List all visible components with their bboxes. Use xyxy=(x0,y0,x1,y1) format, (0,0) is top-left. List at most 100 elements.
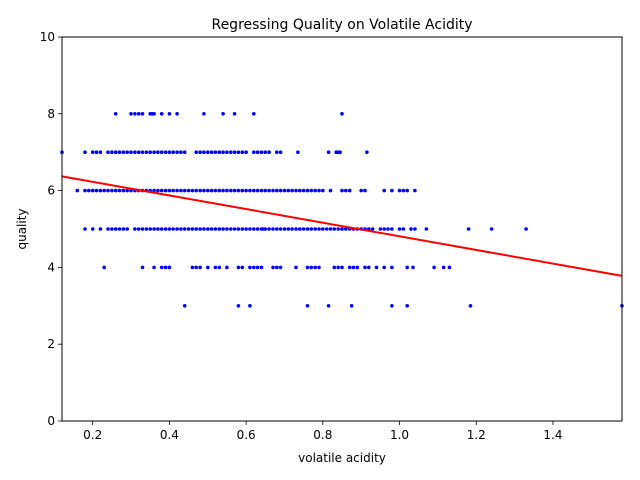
data-point-q7-41 xyxy=(255,150,260,154)
y-axis: 0 2 4 6 8 10 xyxy=(40,30,62,428)
data-point-q4-22 xyxy=(294,265,298,270)
data-point-q8-2 xyxy=(133,112,137,116)
data-point-q7-19 xyxy=(159,150,164,154)
data-point-q7-10 xyxy=(125,150,129,154)
data-point-q7-47 xyxy=(296,150,300,154)
data-point-q4-37 xyxy=(390,265,394,270)
plot-frame xyxy=(61,36,623,422)
data-point-q8-13 xyxy=(232,112,237,116)
data-point-q4-1 xyxy=(140,265,145,270)
data-point-q4-30 xyxy=(347,265,352,270)
data-point-q6-36 xyxy=(217,188,222,193)
data-point-q4-2 xyxy=(152,265,156,270)
data-point-q5-8 xyxy=(125,227,129,231)
data-point-q8-4 xyxy=(140,112,145,116)
data-point-q5-38 xyxy=(244,227,248,231)
data-point-q4-34 xyxy=(367,265,371,270)
data-point-q5-39 xyxy=(248,227,252,231)
y-tick-label: 2 xyxy=(47,337,55,351)
data-point-q5-51 xyxy=(290,227,294,231)
data-point-q6-20 xyxy=(156,188,160,193)
data-point-q7-45 xyxy=(275,150,279,154)
data-point-q5-55 xyxy=(305,227,310,231)
data-point-q5-22 xyxy=(182,227,187,231)
data-point-q6-69 xyxy=(363,188,367,193)
data-point-q5-11 xyxy=(140,227,145,231)
data-point-q4-5 xyxy=(167,265,172,270)
data-point-q4-16 xyxy=(252,265,256,270)
data-point-q4-39 xyxy=(411,265,415,270)
data-point-q6-12 xyxy=(125,188,129,193)
data-point-q5-27 xyxy=(202,227,206,231)
data-point-q5-13 xyxy=(148,227,152,231)
data-point-q5-79 xyxy=(409,227,413,231)
data-point-q5-14 xyxy=(152,227,156,231)
data-point-q6-8 xyxy=(110,188,114,193)
data-point-q3-6 xyxy=(390,304,394,308)
data-point-q6-24 xyxy=(171,188,175,193)
data-point-q5-2 xyxy=(98,227,103,231)
data-point-q7-25 xyxy=(182,150,187,154)
data-point-q6-5 xyxy=(98,188,103,193)
data-point-q3-0 xyxy=(182,304,187,308)
data-point-q6-23 xyxy=(167,188,172,193)
data-point-q4-42 xyxy=(447,265,452,270)
data-point-q5-56 xyxy=(309,227,314,231)
data-point-q8-12 xyxy=(221,112,225,116)
data-point-q5-65 xyxy=(344,227,348,231)
data-point-q4-17 xyxy=(255,265,260,270)
data-point-q6-35 xyxy=(213,188,218,193)
data-point-q6-66 xyxy=(344,188,348,193)
data-point-q8-14 xyxy=(252,112,256,116)
data-point-q4-21 xyxy=(278,265,283,270)
x-tick-label: 1.4 xyxy=(543,428,562,442)
data-point-q5-60 xyxy=(324,227,329,231)
data-point-q6-25 xyxy=(175,188,179,193)
data-point-q5-72 xyxy=(370,227,375,231)
data-point-q6-62 xyxy=(317,188,321,193)
data-point-q4-38 xyxy=(405,265,410,270)
data-point-q7-36 xyxy=(232,150,237,154)
data-point-q7-39 xyxy=(244,150,248,154)
data-point-q6-30 xyxy=(194,188,198,193)
data-point-q6-45 xyxy=(252,188,256,193)
data-point-q6-43 xyxy=(244,188,248,193)
x-tick-label: 0.6 xyxy=(237,428,256,442)
data-point-q6-40 xyxy=(232,188,237,193)
y-axis-title: quality xyxy=(15,208,29,249)
data-point-q5-18 xyxy=(167,227,172,231)
data-point-q6-70 xyxy=(382,188,387,193)
data-point-q5-19 xyxy=(171,227,175,231)
data-point-q5-26 xyxy=(198,227,202,231)
data-point-q5-83 xyxy=(489,227,494,231)
data-point-q6-63 xyxy=(321,188,325,193)
data-point-q7-3 xyxy=(94,150,99,154)
data-point-q5-57 xyxy=(313,227,318,231)
data-point-q5-50 xyxy=(286,227,291,231)
x-tick-label: 0.4 xyxy=(160,428,179,442)
data-point-q5-21 xyxy=(179,227,183,231)
data-point-q4-24 xyxy=(309,265,314,270)
data-point-q4-41 xyxy=(441,265,446,270)
data-point-q6-9 xyxy=(113,188,118,193)
data-point-q6-48 xyxy=(263,188,268,193)
data-point-q5-17 xyxy=(163,227,168,231)
data-point-q8-10 xyxy=(175,112,179,116)
data-point-q6-58 xyxy=(301,188,306,193)
data-point-q6-4 xyxy=(94,188,99,193)
data-point-q6-34 xyxy=(209,188,214,193)
data-point-q7-26 xyxy=(194,150,198,154)
data-point-q7-14 xyxy=(140,150,145,154)
data-point-q6-10 xyxy=(117,188,122,193)
data-point-q7-51 xyxy=(338,150,342,154)
data-point-q6-50 xyxy=(271,188,275,193)
data-point-q6-75 xyxy=(413,188,417,193)
data-point-q6-42 xyxy=(240,188,245,193)
data-point-q7-42 xyxy=(259,150,264,154)
data-point-q6-60 xyxy=(309,188,314,193)
data-point-q5-74 xyxy=(382,227,387,231)
data-point-q7-15 xyxy=(144,150,149,154)
data-point-q6-11 xyxy=(121,188,126,193)
data-point-q5-64 xyxy=(340,227,344,231)
